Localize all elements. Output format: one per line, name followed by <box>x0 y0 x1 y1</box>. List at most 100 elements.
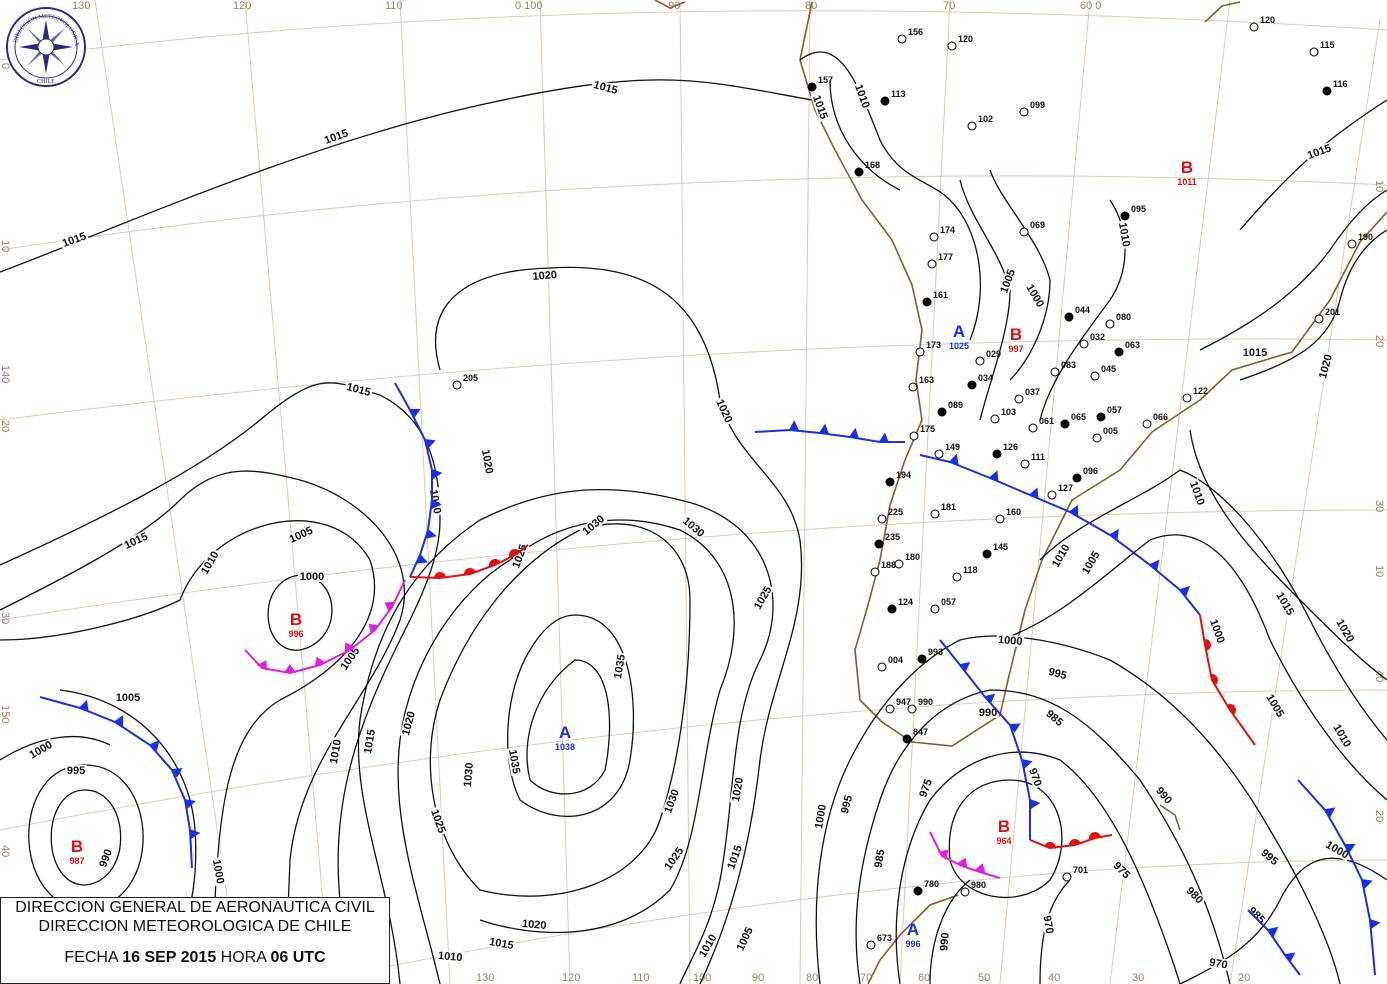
svg-text:970: 970 <box>1208 957 1228 972</box>
isobar-label: 975 <box>1110 858 1134 882</box>
station-circle-icon <box>1050 367 1060 377</box>
station-circle-icon <box>452 380 462 390</box>
station-id: 235 <box>885 532 900 542</box>
station-plot: 947 <box>885 697 911 714</box>
station-plot: 037 <box>1014 387 1040 404</box>
station-circle-icon <box>909 431 919 441</box>
station-circle-icon <box>1314 314 1324 324</box>
cold-front <box>394 382 443 578</box>
isobar-label: 975 <box>916 776 935 800</box>
station-circle-icon <box>1114 347 1124 357</box>
cold-front <box>39 696 201 869</box>
graticule-label: 20 <box>1373 810 1385 822</box>
station-circle-icon <box>1182 393 1192 403</box>
station-plot: 168 <box>854 160 880 177</box>
station-id: 061 <box>1039 416 1054 426</box>
graticule-label: 30 <box>0 612 11 624</box>
station-plot: 780 <box>913 879 939 896</box>
station-plot: 190 <box>1347 232 1373 249</box>
station-circle-icon <box>885 477 895 487</box>
isobar-label: 985 <box>872 847 888 870</box>
isobar-label: 1015 <box>1304 141 1334 162</box>
logo-bottom-text: CHILE <box>37 79 55 85</box>
graticule-label: 50 <box>978 972 990 984</box>
svg-text:1025: 1025 <box>752 584 775 611</box>
svg-text:1025: 1025 <box>428 808 448 835</box>
center-letter: B <box>1010 325 1022 344</box>
isobar-label: 1030 <box>679 514 708 541</box>
station-id: 063 <box>1125 340 1140 350</box>
station-id: 168 <box>865 160 880 170</box>
svg-text:1015: 1015 <box>123 531 150 552</box>
station-circle-icon <box>1047 490 1057 500</box>
station-plot: 004 <box>877 655 903 672</box>
station-circle-icon <box>922 297 932 307</box>
svg-text:1000: 1000 <box>813 804 829 830</box>
station-circle-icon <box>927 259 937 269</box>
station-circle-icon <box>967 121 977 131</box>
isobar-label: 1025 <box>428 806 449 836</box>
svg-text:1010: 1010 <box>1187 480 1207 507</box>
isobar-label: 995 <box>65 765 87 777</box>
graticule-label: 130 <box>476 972 494 984</box>
center-pressure: 1025 <box>949 341 969 351</box>
station-circle-icon <box>995 514 1005 524</box>
isobar-label: 1035 <box>611 652 628 682</box>
station-plot: 126 <box>992 442 1018 459</box>
station-circle-icon <box>934 449 944 459</box>
isobar-label: 1000 <box>298 571 326 583</box>
cold-front <box>1297 779 1381 976</box>
graticule-label: 10 <box>1373 180 1385 192</box>
isobar-label: 1020 <box>1316 351 1335 382</box>
station-id: 122 <box>1193 386 1208 396</box>
graticule-label: 110 <box>632 972 650 984</box>
graticule-label: 110 <box>385 0 403 12</box>
isobar-label: 1020 <box>530 268 560 283</box>
isobar-label: 1005 <box>114 692 142 704</box>
station-plot: 201 <box>1314 307 1340 324</box>
isobar-label: 1015 <box>361 727 378 757</box>
station-circle-icon <box>854 167 864 177</box>
center-letter: B <box>998 817 1010 836</box>
station-id: 980 <box>971 880 986 890</box>
station-circle-icon <box>1072 473 1082 483</box>
center-letter: B <box>71 837 83 856</box>
station-plot: 122 <box>1182 386 1208 403</box>
graticule-label: 60 0 <box>1080 0 1101 12</box>
station-id: 096 <box>1083 466 1098 476</box>
isobar-label: 1005 <box>1079 548 1103 578</box>
isobar-label: 1005 <box>997 266 1018 296</box>
station-id: 673 <box>877 933 892 943</box>
station-plot: 113 <box>880 89 906 106</box>
station-plot: 118 <box>952 565 978 582</box>
station-plot: 177 <box>927 252 953 269</box>
station-circle-icon <box>1105 319 1115 329</box>
isobar-label: 1010 <box>435 949 465 964</box>
isobar-label: 985 <box>1042 707 1067 730</box>
station-plot: 045 <box>1090 364 1116 381</box>
station-plot: 174 <box>929 225 955 242</box>
station-id: 205 <box>463 373 478 383</box>
station-plot: 032 <box>1079 332 1105 349</box>
isobar-label: 1030 <box>461 760 476 790</box>
station-plot: 103 <box>990 407 1016 424</box>
station-circle-icon <box>992 449 1002 459</box>
isobar-label: 995 <box>838 792 855 817</box>
cold-front <box>919 453 1201 616</box>
station-circle-icon <box>913 886 923 896</box>
svg-text:1005: 1005 <box>998 268 1018 295</box>
title-line-1: DIRECCION GENERAL DE AERONAUTICA CIVIL <box>15 899 375 916</box>
svg-text:1030: 1030 <box>462 762 476 787</box>
station-plot: 160 <box>995 507 1021 524</box>
graticule-label: 40 <box>1373 670 1385 682</box>
center-letter: B <box>1181 158 1193 177</box>
station-id: 201 <box>1325 307 1340 317</box>
station-id: 993 <box>928 647 943 657</box>
svg-text:1020: 1020 <box>532 269 557 283</box>
station-circle-icon <box>877 662 887 672</box>
svg-text:1005: 1005 <box>288 525 315 546</box>
station-id: 113 <box>891 89 906 99</box>
